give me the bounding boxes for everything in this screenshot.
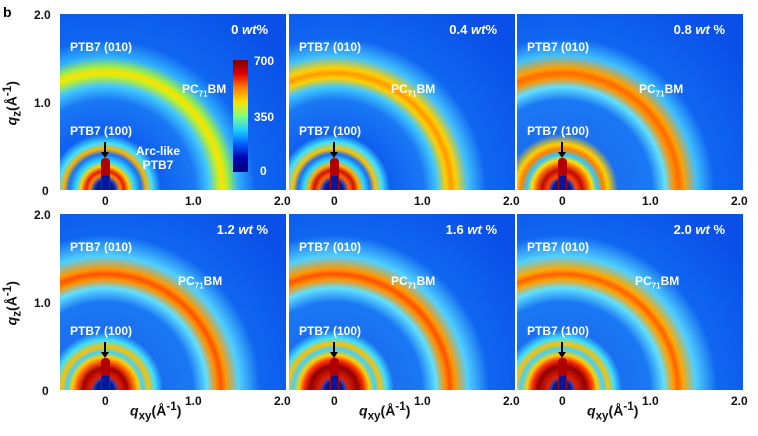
scattering-rings [60,214,286,390]
x-tick-label: 1.0 [414,394,431,408]
arrow-down-icon [330,142,338,158]
y-tick-label: 1.0 [34,296,51,310]
x-tick-label: 0 [102,394,109,408]
label-pc71bm: PC71BM [635,274,680,291]
giwaxs-pattern-0_8-wt: PTB7 (010) PTB7 (100) PC71BM 0.8 wt % [517,14,743,190]
label-pc71bm: PC71BM [639,82,684,99]
giwaxs-pattern-1_2-wt: PTB7 (010) PTB7 (100) PC71BM 1.2 wt % [60,214,286,390]
x-axis-label: qxy(Å-1) [359,400,411,423]
label-pc71bm: PC71BM [178,274,223,291]
label-ptb7-100: PTB7 (100) [70,324,133,338]
scattering-rings [517,14,743,190]
y-tick-label: 0 [42,184,49,198]
x-tick-label: 2.0 [731,194,748,208]
scattering-rings [60,14,286,190]
concentration-label: 0.8 wt % [673,22,725,37]
arrow-down-icon [101,142,109,158]
label-ptb7-100: PTB7 (100) [299,124,362,138]
label-ptb7-010: PTB7 (010) [299,240,362,254]
x-tick-label: 1.0 [185,194,202,208]
y-axis-label: qz(Å-1) [0,281,24,326]
y-tick-label: 2.0 [34,8,51,22]
x-tick-label: 1.0 [185,394,202,408]
scattering-rings [289,214,515,390]
x-tick-label: 1.0 [642,194,659,208]
scattering-rings [517,214,743,390]
beamstop-streak [330,158,339,190]
x-tick-label: 2.0 [274,394,291,408]
giwaxs-pattern-2_0-wt: PTB7 (010) PTB7 (100) PC71BM 2.0 wt % [517,214,743,390]
label-ptb7-100: PTB7 (100) [70,124,133,138]
label-pc71bm: PC71BM [391,82,436,99]
panel-letter: b [3,4,12,20]
label-pc71bm: PC71BM [391,274,436,291]
x-axis-label: qxy(Å-1) [130,400,182,423]
x-tick-label: 2.0 [274,194,291,208]
label-ptb7-100: PTB7 (100) [527,324,590,338]
giwaxs-pattern-0-wt: PTB7 (010) PTB7 (100) PC71BM 0 wt% Arc-l… [60,14,286,190]
y-axis-label: qz(Å-1) [0,81,24,126]
arrow-down-icon [558,142,566,158]
x-tick-label: 2.0 [503,194,520,208]
y-tick-label: 0 [42,384,49,398]
label-ptb7-010: PTB7 (010) [299,40,362,54]
label-ptb7-100: PTB7 (100) [299,324,362,338]
beamstop-streak [330,358,339,390]
concentration-label: 1.2 wt % [216,222,268,237]
arrow-down-icon [101,342,109,358]
x-tick-label: 0 [102,194,109,208]
x-tick-label: 1.0 [414,194,431,208]
giwaxs-pattern-0_4-wt: PTB7 (010) PTB7 (100) PC71BM 0.4 wt% [289,14,515,190]
x-tick-label: 0 [559,394,566,408]
colorbar-mid: 350 [254,110,275,124]
concentration-label: 0 wt% [231,22,268,37]
colorbar-max: 700 [254,54,275,68]
x-tick-label: 1.0 [642,394,659,408]
label-ptb7-010: PTB7 (010) [527,240,590,254]
label-pc71bm: PC71BM [182,82,227,99]
concentration-label: 0.4 wt% [449,22,497,37]
y-tick-label: 1.0 [34,96,51,110]
label-ptb7-100: PTB7 (100) [527,124,590,138]
colorbar [233,60,248,172]
giwaxs-pattern-1_6-wt: PTB7 (010) PTB7 (100) PC71BM 1.6 wt % [289,214,515,390]
beamstop-streak [558,358,567,390]
label-arc-like: Arc-like [136,144,181,158]
x-tick-label: 0 [331,194,338,208]
beamstop-streak [101,158,110,190]
label-ptb7-010: PTB7 (010) [527,40,590,54]
scattering-rings [289,14,515,190]
y-tick-label: 2.0 [34,208,51,222]
label-ptb7-010: PTB7 (010) [70,40,133,54]
colorbar-min: 0 [260,164,267,178]
label-ptb7-010: PTB7 (010) [70,240,133,254]
beamstop-streak [101,358,110,390]
label-arc-ptb7: PTB7 [142,158,174,172]
arrow-down-icon [558,342,566,358]
arrow-down-icon [330,342,338,358]
x-tick-label: 0 [559,194,566,208]
beamstop-streak [558,158,567,190]
concentration-label: 2.0 wt % [673,222,725,237]
x-tick-label: 2.0 [503,394,520,408]
x-tick-label: 2.0 [731,394,748,408]
x-tick-label: 0 [331,394,338,408]
x-axis-label: qxy(Å-1) [587,400,639,423]
concentration-label: 1.6 wt % [445,222,497,237]
